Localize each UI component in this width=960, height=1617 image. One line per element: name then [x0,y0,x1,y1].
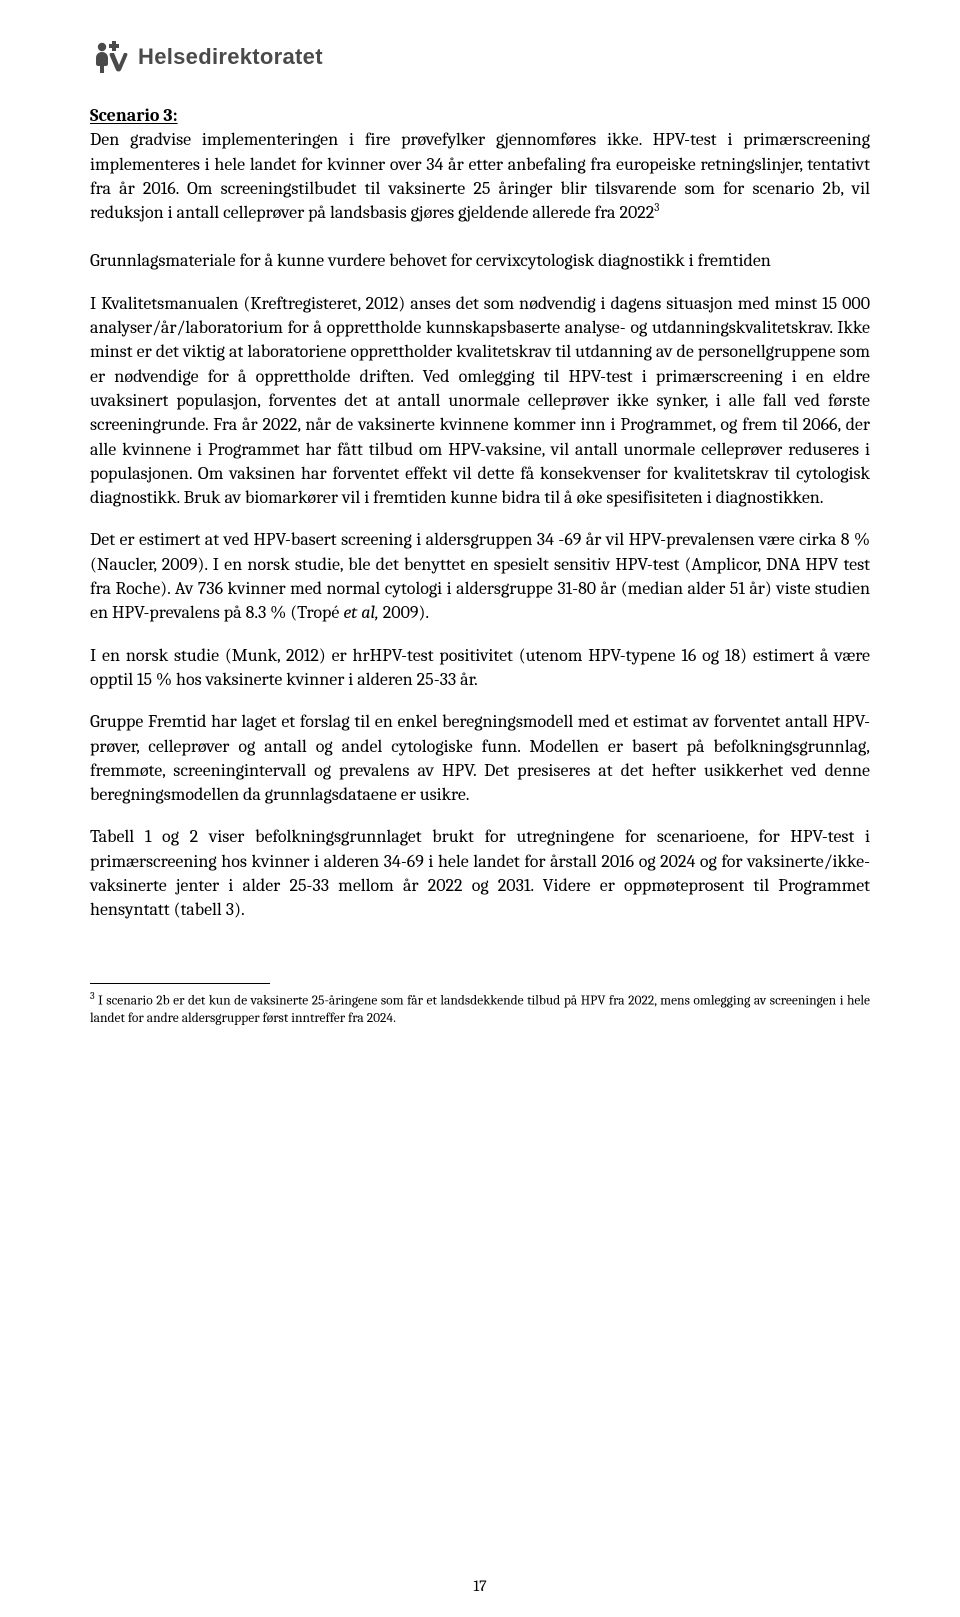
paragraph-2: Det er estimert at ved HPV-basert screen… [90,528,870,625]
scenario-label: Scenario 3: [90,105,178,126]
page-number: 17 [0,1577,960,1595]
scenario-body-text: Den gradvise implementeringen i fire prø… [90,129,870,223]
helsedirektoratet-icon [90,40,128,74]
footnote-3: 3 I scenario 2b er det kun de vaksinerte… [90,990,870,1029]
footnote-separator [90,983,270,984]
p2-italic: et al, [343,602,379,623]
subheading: Grunnlagsmateriale for å kunne vurdere b… [90,249,870,273]
paragraph-5: Tabell 1 og 2 viser befolkningsgrunnlage… [90,825,870,922]
paragraph-1: I Kvalitetsmanualen (Kreftregisteret, 20… [90,292,870,511]
footnote-ref-3: 3 [654,201,659,214]
scenario-body: Den gradvise implementeringen i fire prø… [90,128,870,225]
paragraph-3: I en norsk studie (Munk, 2012) er hrHPV-… [90,644,870,693]
paragraph-4: Gruppe Fremtid har laget et forslag til … [90,710,870,807]
footnote-text: I scenario 2b er det kun de vaksinerte 2… [90,993,870,1026]
p2-after: 2009). [379,602,429,623]
scenario-heading: Scenario 3: [90,104,870,128]
header-logo: Helsedirektoratet [90,40,870,74]
logo-text: Helsedirektoratet [138,44,323,70]
p2-before: Det er estimert at ved HPV-basert screen… [90,529,870,623]
